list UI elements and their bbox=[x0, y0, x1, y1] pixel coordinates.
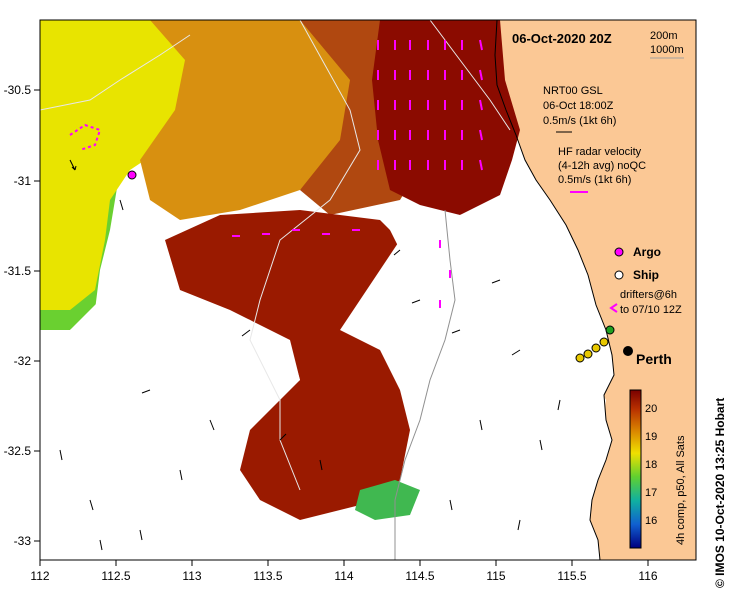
model-name: NRT00 GSL bbox=[543, 85, 603, 97]
x-tick-label: 113 bbox=[182, 569, 201, 583]
colorbar-label: 4h comp, p50, All Sats bbox=[675, 435, 687, 545]
model-scale: 0.5m/s (1kt 6h) bbox=[543, 115, 616, 127]
sst-orange-zone bbox=[140, 20, 360, 220]
x-tick-label: 116 bbox=[638, 569, 657, 583]
x-tick-label: 115.5 bbox=[557, 569, 586, 583]
argo-legend-marker bbox=[614, 247, 624, 257]
colorbar-ticks: 20 19 18 17 16 bbox=[645, 403, 657, 527]
colorbar-tick: 19 bbox=[645, 431, 657, 443]
contour-legend-1000m: 1000m bbox=[650, 44, 684, 56]
credit-text: © IMOS 10-Oct-2020 13:25 Hobart bbox=[713, 398, 727, 588]
cloud-mask bbox=[360, 200, 606, 560]
y-tick-label: -32 bbox=[14, 354, 32, 368]
model-time: 06-Oct 18:00Z bbox=[543, 100, 614, 112]
colorbar-tick: 17 bbox=[645, 487, 657, 499]
perth-marker bbox=[623, 346, 633, 356]
ship-track bbox=[575, 325, 615, 363]
x-tick-label: 115 bbox=[486, 569, 505, 583]
argo-legend-label: Argo bbox=[633, 245, 661, 259]
coastline bbox=[494, 20, 615, 560]
contour-1000m bbox=[249, 20, 361, 491]
colorbar-tick: 20 bbox=[645, 403, 657, 415]
radar-current-arrows bbox=[232, 39, 483, 308]
y-axis-labels: -30.5 -31 -31.5 -32 -32.5 -33 bbox=[4, 83, 32, 548]
x-axis-labels: 112 112.5 113 113.5 114 114.5 115 115.5 … bbox=[30, 569, 657, 583]
y-tick-label: -32.5 bbox=[4, 444, 32, 458]
sst-yellow-zone bbox=[40, 20, 200, 310]
x-tick-label: 112.5 bbox=[101, 569, 130, 583]
city-label: Perth bbox=[636, 351, 672, 367]
model-current-arrows bbox=[59, 159, 561, 551]
sst-green-patch-s bbox=[355, 480, 420, 520]
radar-scale: 0.5m/s (1kt 6h) bbox=[558, 174, 631, 186]
contour-legend-200m: 200m bbox=[650, 30, 678, 42]
y-tick-label: -33 bbox=[14, 534, 32, 548]
colorbar-tick: 16 bbox=[645, 515, 657, 527]
land-mass bbox=[495, 20, 696, 560]
plot-frame bbox=[39, 19, 697, 561]
contour-1000m bbox=[40, 34, 191, 111]
y-tick-label: -30.5 bbox=[4, 83, 32, 97]
ship-legend-label: Ship bbox=[633, 268, 659, 282]
x-tick-label: 113.5 bbox=[253, 569, 282, 583]
x-tick-label: 112 bbox=[30, 569, 49, 583]
sst-hot-south bbox=[165, 210, 410, 520]
y-tick-label: -31 bbox=[14, 174, 32, 188]
colorbar bbox=[629, 389, 642, 549]
argo-marker bbox=[127, 170, 137, 180]
radar-subtitle: (4-12h avg) noQC bbox=[558, 160, 646, 172]
plot-area bbox=[40, 20, 696, 560]
drifters-legend-line1: drifters@6h bbox=[620, 289, 677, 301]
ship-legend-marker bbox=[614, 270, 624, 280]
colorbar-tick: 18 bbox=[645, 459, 657, 471]
tick-marks bbox=[34, 89, 649, 566]
x-tick-label: 114.5 bbox=[405, 569, 434, 583]
drifters-legend-line2: to 07/10 12Z bbox=[620, 304, 682, 316]
y-tick-label: -31.5 bbox=[4, 264, 32, 278]
drifters-legend-marker bbox=[609, 303, 618, 313]
drifter-track bbox=[69, 123, 102, 151]
x-tick-label: 114 bbox=[334, 569, 353, 583]
cloud-mask bbox=[40, 215, 400, 560]
contour-200m bbox=[394, 209, 456, 560]
map-title: 06-Oct-2020 20Z bbox=[512, 31, 612, 46]
radar-title: HF radar velocity bbox=[558, 146, 642, 158]
